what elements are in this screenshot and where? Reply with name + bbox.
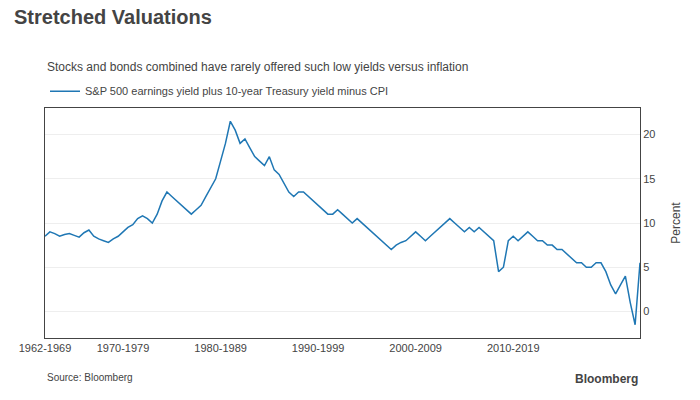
svg-text:Source: Bloomberg: Source: Bloomberg — [47, 372, 133, 383]
svg-text:Stretched Valuations: Stretched Valuations — [14, 6, 212, 28]
svg-text:1980-1989: 1980-1989 — [194, 342, 247, 354]
svg-text:1962-1969: 1962-1969 — [19, 342, 72, 354]
svg-text:Percent: Percent — [669, 202, 683, 244]
svg-text:1990-1999: 1990-1999 — [292, 342, 345, 354]
svg-text:10: 10 — [643, 217, 655, 229]
svg-text:20: 20 — [643, 128, 655, 140]
svg-text:15: 15 — [643, 173, 655, 185]
svg-text:Bloomberg: Bloomberg — [575, 372, 638, 386]
svg-text:2000-2009: 2000-2009 — [389, 342, 442, 354]
svg-text:0: 0 — [643, 305, 649, 317]
svg-text:Stocks and bonds combined have: Stocks and bonds combined have rarely of… — [47, 60, 468, 74]
svg-text:1970-1979: 1970-1979 — [97, 342, 150, 354]
svg-text:2010-2019: 2010-2019 — [487, 342, 540, 354]
svg-text:5: 5 — [643, 261, 649, 273]
svg-text:S&P 500 earnings yield plus 10: S&P 500 earnings yield plus 10-year Trea… — [85, 85, 388, 97]
